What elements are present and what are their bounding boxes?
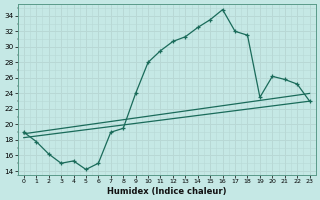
X-axis label: Humidex (Indice chaleur): Humidex (Indice chaleur) [107,187,227,196]
